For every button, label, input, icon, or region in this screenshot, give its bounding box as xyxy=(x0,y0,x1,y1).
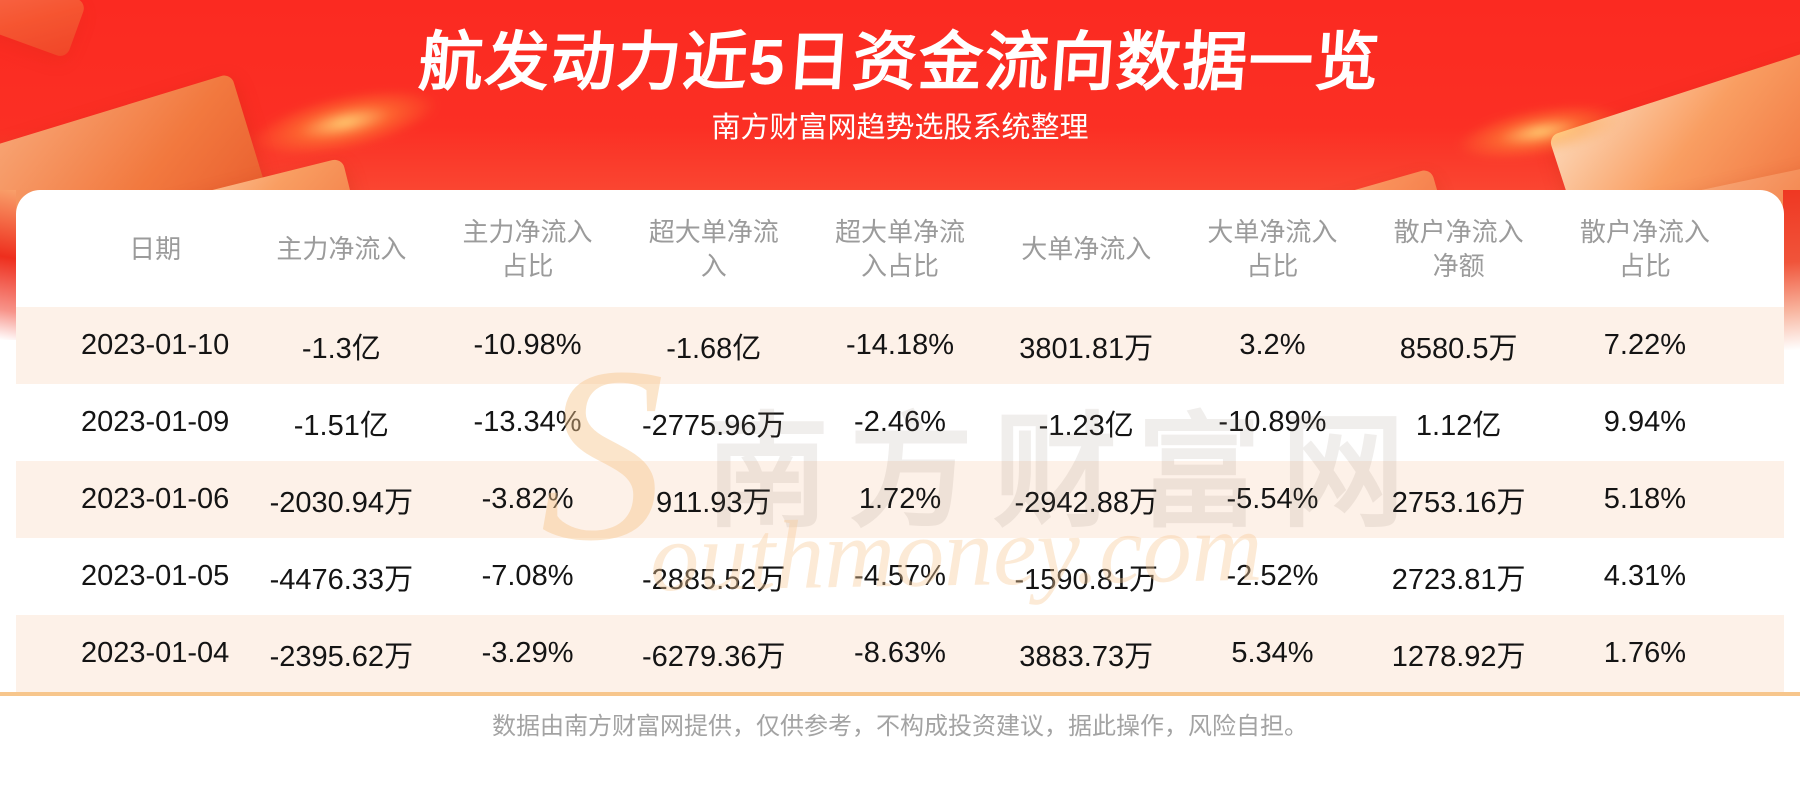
column-header: 散户净流入净额 xyxy=(1393,216,1524,281)
table-row: 2023-01-10 -1.3亿 -10.98% -1.68亿 -14.18% 3801.… xyxy=(16,307,1784,384)
table-cell: -13.34% xyxy=(473,406,582,438)
table-row: 2023-01-05 -4476.33万 -7.08% -2885.52万 -4.57%… xyxy=(16,538,1784,615)
table-cell: 2723.81万 xyxy=(1391,563,1526,596)
column-header: 大单净流入 xyxy=(1021,233,1152,264)
table-cell: -2.52% xyxy=(1226,560,1319,592)
page-title: 航发动力近5日资金流向数据一览 xyxy=(416,26,1384,98)
table-cell: -6279.36万 xyxy=(642,640,786,673)
table-cell: -8.63% xyxy=(854,637,946,669)
table-cell: -2775.96万 xyxy=(642,409,786,442)
table-row: 2023-01-06 -2030.94万 -3.82% 911.93万 1.72% -29… xyxy=(16,461,1784,538)
table-cell: 3.2% xyxy=(1239,329,1306,361)
table-cell: -10.89% xyxy=(1218,406,1327,438)
table-cell: 5.18% xyxy=(1603,483,1686,515)
table-cell: -3.82% xyxy=(481,483,574,515)
table-cell: -2395.62万 xyxy=(269,640,414,673)
column-header: 大单净流入占比 xyxy=(1207,216,1338,281)
data-card: 日期 主力净流入 主力净流入占比 超大单净流入 超大单净流入占比 大单净流入 大单净流入占比… xyxy=(16,190,1784,692)
table-cell: -14.18% xyxy=(845,329,954,361)
column-header: 主力净流入占比 xyxy=(462,216,593,281)
table-cell: -4.57% xyxy=(854,560,946,592)
table-cell: -1.51亿 xyxy=(293,409,389,442)
column-header: 超大单净流入 xyxy=(648,216,779,281)
table-head: 日期 主力净流入 主力净流入占比 超大单净流入 超大单净流入占比 大单净流入 大单净流入占比… xyxy=(16,190,1784,307)
table-cell: -1.23亿 xyxy=(1038,409,1134,442)
table-cell: 5.34% xyxy=(1231,637,1314,669)
table-cell: 7.22% xyxy=(1603,329,1686,361)
table-cell: -2.46% xyxy=(854,406,946,438)
table-cell: -1590.81万 xyxy=(1014,563,1158,596)
column-header: 日期 xyxy=(129,233,182,264)
table-cell: 1278.92万 xyxy=(1391,640,1526,673)
table-row: 2023-01-04 -2395.62万 -3.29% -6279.36万 -8.63%… xyxy=(16,615,1784,692)
table-body: 2023-01-10 -1.3亿 -10.98% -1.68亿 -14.18% 3801.… xyxy=(16,307,1784,692)
divider-line xyxy=(0,692,1800,696)
table-cell: -10.98% xyxy=(473,329,582,361)
table-cell: 3801.81万 xyxy=(1019,332,1154,365)
page-subtitle: 南方财富网趋势选股系统整理 xyxy=(711,112,1089,144)
table-cell: -2030.94万 xyxy=(269,486,414,519)
table-cell: -1.68亿 xyxy=(666,332,762,365)
column-header: 超大单净流入占比 xyxy=(834,216,965,281)
table-cell: 1.72% xyxy=(858,483,942,515)
table-cell: 2023-01-10 xyxy=(80,329,230,361)
table-cell: 3883.73万 xyxy=(1019,640,1154,673)
table-cell: 8580.5万 xyxy=(1399,332,1518,365)
table-cell: 2023-01-04 xyxy=(80,637,230,669)
table-cell: 9.94% xyxy=(1603,406,1686,438)
table-cell: -3.29% xyxy=(481,637,574,669)
table-cell: -4476.33万 xyxy=(269,563,414,596)
footer-disclaimer: 数据由南方财富网提供，仅供参考，不构成投资建议，据此操作，风险自担。 xyxy=(492,713,1308,740)
table-cell: -5.54% xyxy=(1226,483,1319,515)
column-header: 散户净流入占比 xyxy=(1579,216,1710,281)
table-cell: 4.31% xyxy=(1603,560,1686,592)
table-cell: 2023-01-05 xyxy=(80,560,230,592)
table-cell: 911.93万 xyxy=(655,486,772,519)
table-cell: -2942.88万 xyxy=(1014,486,1158,519)
column-header: 主力净流入 xyxy=(276,233,407,264)
table-cell: 1.76% xyxy=(1603,637,1686,669)
table-cell: 2023-01-06 xyxy=(80,483,230,515)
table-cell: -2885.52万 xyxy=(642,563,786,596)
table-cell: 2753.16万 xyxy=(1391,486,1526,519)
table-cell: -7.08% xyxy=(481,560,574,592)
table-row: 2023-01-09 -1.51亿 -13.34% -2775.96万 -2.46% -1… xyxy=(16,384,1784,461)
table-cell: 2023-01-09 xyxy=(80,406,230,438)
table-cell: 1.12亿 xyxy=(1415,409,1502,442)
table-cell: -1.3亿 xyxy=(301,332,381,365)
